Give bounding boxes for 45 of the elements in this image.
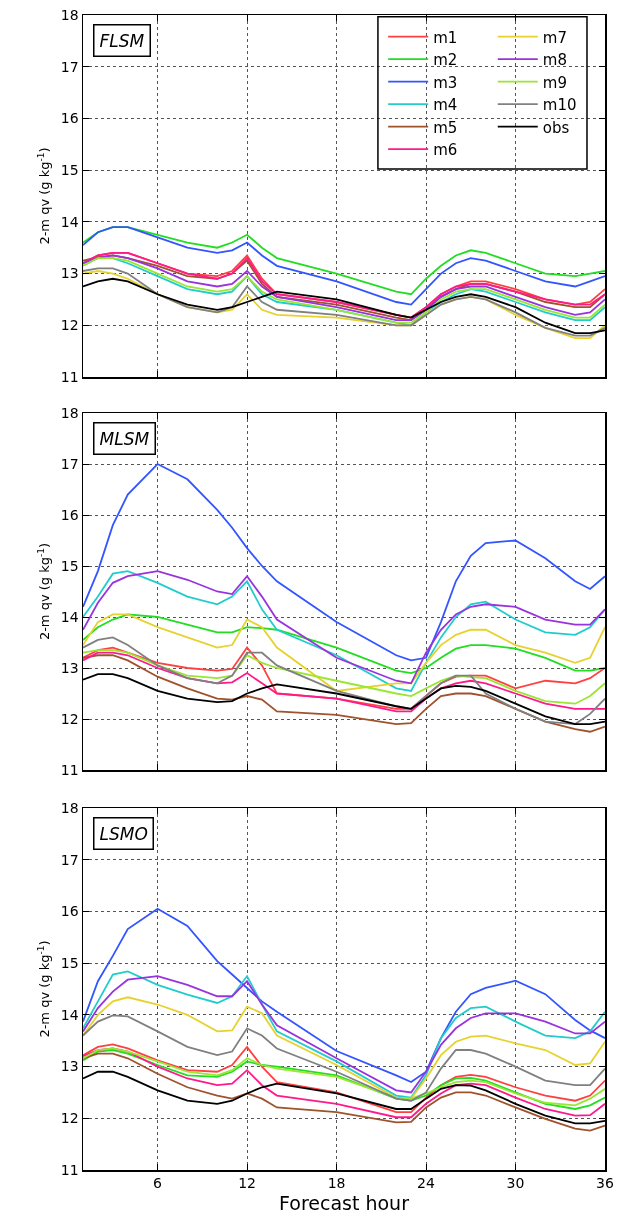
legend-label: m2 xyxy=(433,51,458,70)
legend-label: m3 xyxy=(433,73,458,92)
y-tick-label: 13 xyxy=(60,265,79,282)
text: LSMO xyxy=(99,823,148,844)
text: FLSM xyxy=(99,30,145,51)
legend-label: m6 xyxy=(433,141,458,160)
y-tick-label: 11 xyxy=(60,368,79,385)
legend-label: m5 xyxy=(433,118,458,137)
y-tick-label: 13 xyxy=(60,659,79,676)
y-tick-label: 14 xyxy=(60,213,79,230)
y-tick-label: 11 xyxy=(60,1161,79,1178)
y-tick-label: 14 xyxy=(60,608,79,625)
y-tick-label: 16 xyxy=(60,110,79,127)
y-tick-label: 17 xyxy=(60,851,79,868)
legend-label: m9 xyxy=(542,73,567,92)
x-tick-label: 24 xyxy=(417,1175,436,1192)
y-tick-label: 18 xyxy=(60,799,79,816)
x-tick-label: 36 xyxy=(596,1175,614,1192)
legend-label: m8 xyxy=(542,51,567,70)
legend-label: m10 xyxy=(542,96,577,115)
y-tick-label: 15 xyxy=(60,955,79,972)
y-tick-label: 12 xyxy=(60,1110,79,1127)
y-tick-label: 12 xyxy=(60,710,79,727)
legend-label: m7 xyxy=(542,28,567,47)
y-tick-label: 17 xyxy=(60,58,79,75)
legend-label: obs xyxy=(542,118,570,137)
y-tick-label: 17 xyxy=(60,455,79,472)
y-tick-label: 15 xyxy=(60,557,79,574)
x-tick-label: 6 xyxy=(153,1175,163,1192)
x-axis-title: Forecast hour xyxy=(279,1191,410,1214)
y-tick-label: 13 xyxy=(60,1058,79,1075)
legend-label: m1 xyxy=(433,28,458,47)
y-tick-label: 18 xyxy=(60,404,79,421)
x-tick-label: 18 xyxy=(327,1175,346,1192)
x-tick-label: 30 xyxy=(506,1175,525,1192)
y-tick-label: 12 xyxy=(60,317,79,334)
text: MLSM xyxy=(99,428,150,449)
y-tick-label: 16 xyxy=(60,903,79,920)
legend-label: m4 xyxy=(433,96,458,115)
y-tick-label: 18 xyxy=(60,6,79,23)
y-tick-label: 11 xyxy=(60,761,79,778)
y-tick-label: 16 xyxy=(60,506,79,523)
y-tick-label: 15 xyxy=(60,162,79,179)
y-tick-label: 14 xyxy=(60,1006,79,1023)
x-tick-label: 12 xyxy=(238,1175,256,1192)
